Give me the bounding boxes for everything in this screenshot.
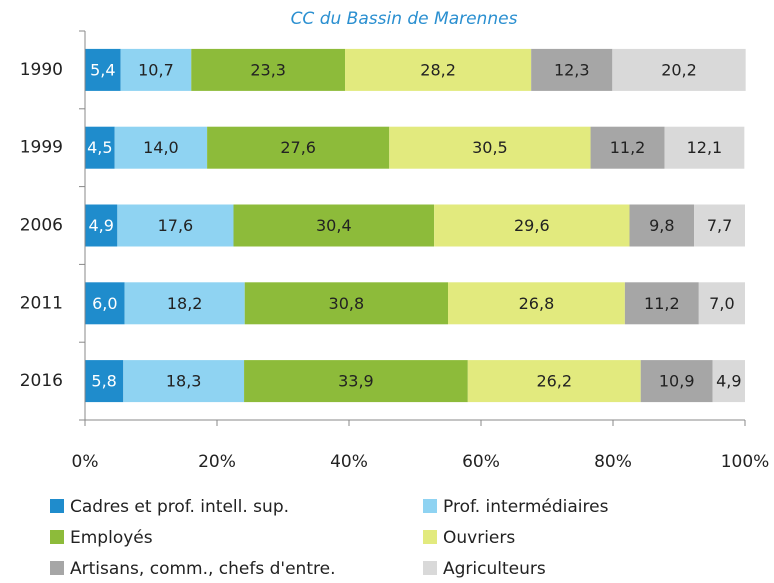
bar-segment: [389, 126, 591, 169]
data-label: 7,0: [709, 294, 734, 313]
y-tick-label: 2006: [20, 216, 63, 236]
y-tick-label: 2016: [20, 371, 63, 391]
y-tick-label: 2011: [20, 293, 63, 313]
data-label: 10,9: [659, 372, 695, 391]
legend-swatch: [50, 561, 64, 575]
bar-segment: [244, 282, 448, 325]
bar-segment: [123, 360, 245, 403]
bar-segment: [85, 282, 125, 325]
data-label: 4,9: [88, 216, 113, 235]
legend-label: Employés: [70, 528, 153, 548]
data-label: 26,8: [519, 294, 555, 313]
data-label: 6,0: [92, 294, 117, 313]
legend-label: Artisans, comm., chefs d'entre.: [70, 559, 335, 579]
bar-segment: [114, 126, 208, 169]
data-label: 12,3: [554, 60, 590, 79]
data-label: 5,8: [91, 372, 116, 391]
bar-segment: [85, 126, 115, 169]
data-label: 26,2: [536, 372, 572, 391]
bar-segment: [467, 360, 641, 403]
data-label: 10,7: [138, 60, 174, 79]
bar-segment: [120, 48, 192, 91]
x-tick-label: 80%: [594, 452, 632, 472]
legend-swatch: [50, 499, 64, 513]
legend-swatch: [50, 530, 64, 544]
data-label: 4,5: [87, 138, 112, 157]
bar-segment: [612, 48, 746, 91]
bar-segment: [624, 282, 699, 325]
data-label: 28,2: [420, 60, 456, 79]
data-label: 30,4: [316, 216, 352, 235]
data-label: 9,8: [649, 216, 674, 235]
bar-segment: [124, 282, 245, 325]
data-label: 12,1: [687, 138, 723, 157]
data-label: 20,2: [661, 60, 697, 79]
bar-segment: [85, 204, 118, 247]
bar-segment: [191, 48, 346, 91]
bar-segment: [531, 48, 613, 91]
bar-segment: [698, 282, 745, 325]
data-label: 5,4: [90, 60, 115, 79]
bar-segment: [85, 360, 124, 403]
data-label: 4,9: [716, 372, 741, 391]
data-label: 11,2: [644, 294, 680, 313]
data-label: 33,9: [338, 372, 374, 391]
chart-title: CC du Bassin de Marennes: [291, 9, 518, 29]
bar-segment: [345, 48, 532, 91]
x-tick-label: 100%: [721, 452, 770, 472]
data-label: 27,6: [280, 138, 316, 157]
data-label: 30,5: [472, 138, 508, 157]
legend-swatch: [423, 561, 437, 575]
x-tick-label: 60%: [462, 452, 500, 472]
bar-segment: [629, 204, 695, 247]
bar-segment: [434, 204, 630, 247]
bar-segment: [712, 360, 745, 403]
legend-label: Prof. intermédiaires: [443, 497, 609, 517]
bar-segment: [590, 126, 665, 169]
legend-label: Agriculteurs: [443, 559, 546, 579]
data-label: 29,6: [514, 216, 550, 235]
legend-label: Ouvriers: [443, 528, 515, 548]
bar-segment: [244, 360, 468, 403]
legend-label: Cadres et prof. intell. sup.: [70, 497, 289, 517]
bar-segment: [233, 204, 435, 247]
bar-segment: [85, 48, 121, 91]
x-tick-label: 40%: [330, 452, 368, 472]
data-label: 18,3: [166, 372, 202, 391]
y-tick-label: 1999: [20, 138, 63, 158]
y-tick-label: 1990: [20, 60, 63, 80]
data-label: 18,2: [167, 294, 203, 313]
bar-segment: [664, 126, 745, 169]
bar-segment: [117, 204, 234, 247]
bar-segment: [448, 282, 625, 325]
data-label: 30,8: [329, 294, 365, 313]
x-tick-label: 0%: [72, 452, 99, 472]
x-tick-label: 20%: [198, 452, 236, 472]
bar-segment: [640, 360, 713, 403]
legend-swatch: [423, 530, 437, 544]
data-label: 14,0: [143, 138, 179, 157]
bar-segment: [694, 204, 745, 247]
data-label: 23,3: [250, 60, 286, 79]
legend-swatch: [423, 499, 437, 513]
bar-segment: [207, 126, 390, 169]
data-label: 11,2: [610, 138, 646, 157]
data-label: 7,7: [707, 216, 732, 235]
data-label: 17,6: [158, 216, 194, 235]
